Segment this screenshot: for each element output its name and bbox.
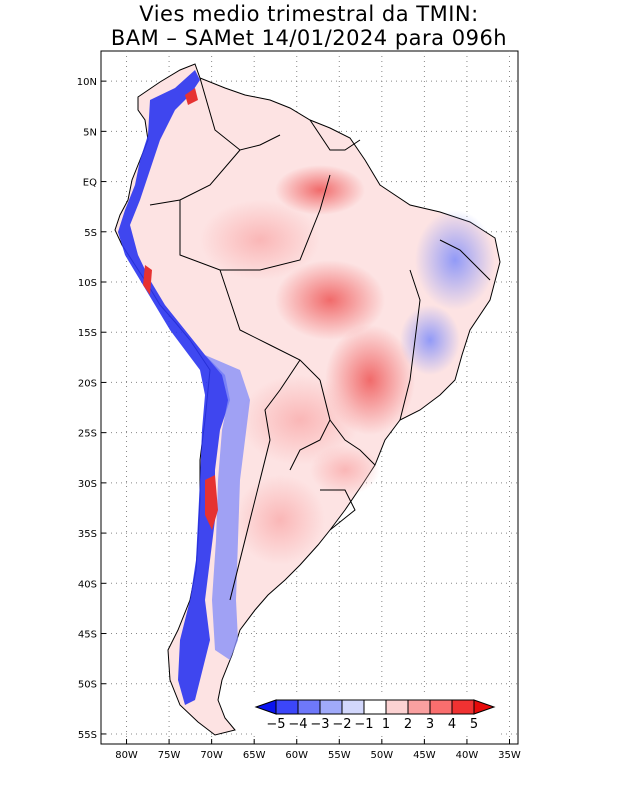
lon-tick-label: 50W bbox=[371, 750, 394, 761]
title-line-1: Vies medio trimestral da TMIN: bbox=[139, 2, 479, 26]
lat-tick-label: 25S bbox=[78, 429, 97, 440]
colorbar-box bbox=[363, 699, 387, 715]
colorbar-box bbox=[319, 699, 343, 715]
colorbar-box bbox=[341, 699, 365, 715]
map-title: Vies medio trimestral da TMIN: BAM – SAM… bbox=[0, 2, 618, 50]
lat-tick-label: 5S bbox=[84, 228, 97, 239]
colorbar-label: −2 bbox=[332, 717, 351, 732]
lat-tick-label: 45S bbox=[78, 630, 97, 641]
lon-tick-label: 55W bbox=[328, 750, 351, 761]
colorbar-label: 2 bbox=[404, 717, 412, 732]
lat-tick-label: 30S bbox=[78, 479, 97, 490]
colorbar-label: −3 bbox=[310, 717, 329, 732]
andes-warm-pocket bbox=[205, 475, 218, 530]
lat-tick-label: 50S bbox=[78, 680, 97, 691]
lon-tick-label: 45W bbox=[413, 750, 436, 761]
colorbar-label: 1 bbox=[382, 717, 390, 732]
lon-tick-label: 35W bbox=[498, 750, 521, 761]
lon-tick-label: 80W bbox=[115, 750, 138, 761]
colorbar-box bbox=[275, 699, 299, 715]
lat-tick-label: 10N bbox=[77, 77, 97, 88]
colorbar-box bbox=[385, 699, 409, 715]
colorbar-label: −1 bbox=[354, 717, 373, 732]
latitude-labels: 10N 5N EQ 5S 10S 15S 20S 25S 30S 35S 40S 45S 50S 55S bbox=[77, 77, 106, 741]
colorbar-right-arrow bbox=[473, 699, 496, 715]
lon-tick-label: 75W bbox=[158, 750, 181, 761]
colorbar-label: 3 bbox=[426, 717, 434, 732]
andes-cold-bias bbox=[118, 70, 230, 705]
lat-tick-label: 20S bbox=[78, 378, 97, 389]
lat-tick-label: 55S bbox=[78, 730, 97, 741]
lon-tick-label: 65W bbox=[243, 750, 266, 761]
colorbar-box bbox=[407, 699, 431, 715]
lat-tick-label: 35S bbox=[78, 529, 97, 540]
colorbar-box bbox=[297, 699, 321, 715]
title-line-2: BAM – SAMet 14/01/2024 para 096h bbox=[110, 26, 508, 50]
colorbar-label: −4 bbox=[288, 717, 307, 732]
lon-tick-label: 40W bbox=[456, 750, 479, 761]
colorbar-box bbox=[429, 699, 453, 715]
colorbar-label: 4 bbox=[448, 717, 456, 732]
lon-tick-label: 60W bbox=[285, 750, 308, 761]
colorbar-box bbox=[451, 699, 475, 715]
lat-tick-label: EQ bbox=[83, 178, 97, 189]
lat-tick-label: 5N bbox=[83, 127, 97, 138]
country-borders bbox=[149, 77, 491, 601]
colorbar: −5 −4 −3 −2 −1 1 2 3 4 5 bbox=[252, 696, 498, 736]
colorbar-label: 5 bbox=[470, 717, 478, 732]
lat-tick-label: 15S bbox=[78, 328, 97, 339]
lat-tick-label: 40S bbox=[78, 579, 97, 590]
lat-tick-label: 10S bbox=[78, 278, 97, 289]
colorbar-label: −5 bbox=[266, 717, 285, 732]
lon-tick-label: 70W bbox=[200, 750, 223, 761]
longitude-labels: 80W 75W 70W 65W 60W 55W 50W 45W 40W 35W bbox=[115, 739, 521, 761]
bias-field bbox=[114, 63, 501, 736]
andes-edge-light bbox=[205, 355, 250, 660]
